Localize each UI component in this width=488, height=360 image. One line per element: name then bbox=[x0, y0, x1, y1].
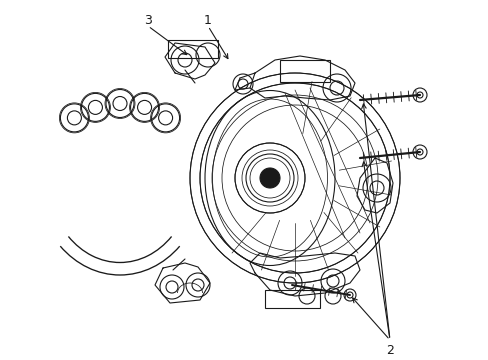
Text: 2: 2 bbox=[385, 343, 393, 356]
Text: 3: 3 bbox=[144, 13, 152, 27]
Text: 1: 1 bbox=[203, 13, 211, 27]
Circle shape bbox=[260, 168, 280, 188]
